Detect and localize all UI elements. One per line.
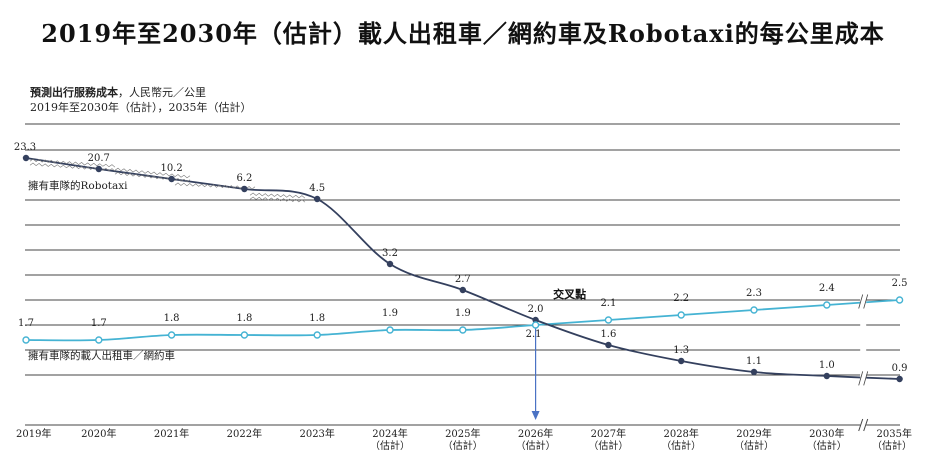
taxi-value-label: 1.8: [164, 313, 180, 324]
series-break-mark: [863, 294, 869, 309]
crossover-arrow-head: [531, 411, 540, 420]
taxi-value-label: 1.7: [18, 318, 34, 329]
taxi-value-label: 2.3: [746, 288, 762, 299]
subtitle-bold: 預測出行服務成本: [30, 86, 118, 99]
taxi-point: [823, 301, 831, 309]
chart-subtitle: 預測出行服務成本，人民幣元／公里: [30, 84, 206, 100]
taxi-value-label: 2.0: [528, 304, 544, 315]
robotaxi-point: [241, 185, 248, 193]
taxi-point: [604, 316, 613, 324]
taxi-value-label: 1.8: [309, 313, 325, 324]
chart-subtitle-period: 2019年至2030年（估計），2035年（估計）: [30, 101, 252, 114]
chart-title: 2019年至2030年（估計）載人出租車／網約車及Robotaxi的每公里成本: [41, 19, 885, 48]
robotaxi-series-label: 擁有車隊的Robotaxi: [28, 179, 128, 192]
robotaxi-point: [168, 175, 175, 183]
robotaxi-value-label: 1.3: [673, 345, 689, 356]
x-tick-label: 2026年（估計）: [516, 427, 556, 452]
robotaxi-point: [823, 372, 830, 380]
taxi-value-label: 2.4: [819, 283, 835, 294]
x-tick-label: 2030年（估計）: [807, 427, 847, 452]
robotaxi-point: [314, 195, 321, 203]
taxi-point: [677, 311, 685, 319]
robotaxi-value-label: 3.2: [382, 248, 398, 259]
robotaxi-value-label: 10.2: [160, 163, 182, 174]
robotaxi-point: [459, 286, 466, 294]
taxi-point: [750, 306, 758, 314]
robotaxi-point: [386, 260, 394, 268]
x-tick-label: 2025年（估計）: [443, 427, 483, 452]
break-wave: [114, 171, 191, 183]
robotaxi-value-label: 4.5: [309, 183, 325, 194]
robotaxi-value-label: 1.6: [600, 329, 616, 340]
axis-break-gap: [860, 290, 867, 382]
robotaxi-point: [750, 368, 758, 376]
taxi-value-label: 1.9: [455, 308, 471, 319]
robotaxi-value-label: 1.0: [819, 360, 835, 371]
x-tick-label: 2024年（估計）: [370, 427, 410, 452]
crossover-label: 交叉點: [553, 287, 586, 301]
break-wave: [174, 182, 256, 190]
axis-break-gap: [860, 418, 867, 432]
taxi-point: [22, 336, 30, 344]
robotaxi-point: [605, 341, 612, 349]
break-wave: [249, 196, 306, 203]
series-break-mark: [858, 294, 864, 309]
series-break-gap: [860, 369, 867, 388]
x-tick-label: 2020年: [81, 427, 116, 440]
robotaxi-point: [532, 316, 539, 324]
axis-break-mark: [863, 418, 869, 432]
series-break-mark: [858, 371, 864, 386]
robotaxi-value-label: 6.2: [236, 173, 252, 184]
series-break-gap: [860, 292, 867, 311]
taxi-point: [240, 331, 249, 339]
taxi-value-label: 1.7: [91, 318, 107, 329]
taxi-value-label: 2.1: [600, 298, 616, 309]
x-tick-label: 2029年（估計）: [734, 427, 774, 452]
robotaxi-value-label: 1.1: [746, 356, 762, 367]
taxi-value-label: 1.8: [236, 313, 252, 324]
robotaxi-point: [896, 375, 903, 383]
series-break-mark: [863, 371, 869, 386]
x-tick-label: 2035年（估計）: [872, 427, 912, 452]
taxi-point: [459, 326, 467, 334]
taxi-value-label: 1.9: [382, 308, 398, 319]
x-tick-label: 2021年: [154, 427, 189, 440]
taxi-point: [167, 331, 176, 339]
taxi-series-label: 擁有車隊的載人出租車／網約車: [28, 349, 175, 362]
robotaxi-value-label: 2.1: [526, 329, 542, 340]
taxi-point: [386, 326, 394, 334]
x-tick-label: 2028年（估計）: [661, 427, 701, 452]
robotaxi-point: [22, 154, 30, 162]
x-tick-label: 2023年: [299, 427, 334, 440]
taxi-point: [531, 321, 540, 329]
taxi-point: [313, 331, 321, 339]
subtitle-unit: ，人民幣元／公里: [118, 86, 206, 99]
robotaxi-point: [95, 165, 103, 173]
robotaxi-value-label: 23.3: [14, 142, 36, 153]
taxi-point: [895, 296, 904, 304]
break-wave: [249, 192, 306, 199]
robotaxi-value-label: 0.9: [892, 363, 908, 374]
robotaxi-point: [678, 357, 685, 365]
robotaxi-value-label: 2.7: [455, 274, 471, 285]
break-wave: [29, 158, 116, 168]
x-tick-label: 2022年: [227, 427, 262, 440]
axis-break-mark: [858, 418, 864, 432]
break-wave: [114, 167, 191, 179]
taxi-point: [95, 336, 103, 344]
series-line-robotaxi: [25, 157, 900, 380]
x-tick-label: 2019年: [16, 427, 51, 440]
series-line-taxi: [25, 299, 900, 342]
robotaxi-value-label: 20.7: [88, 153, 110, 164]
x-tick-label: 2027年（估計）: [588, 427, 628, 452]
taxi-value-label: 2.2: [673, 293, 689, 304]
taxi-value-label: 2.5: [892, 278, 908, 289]
